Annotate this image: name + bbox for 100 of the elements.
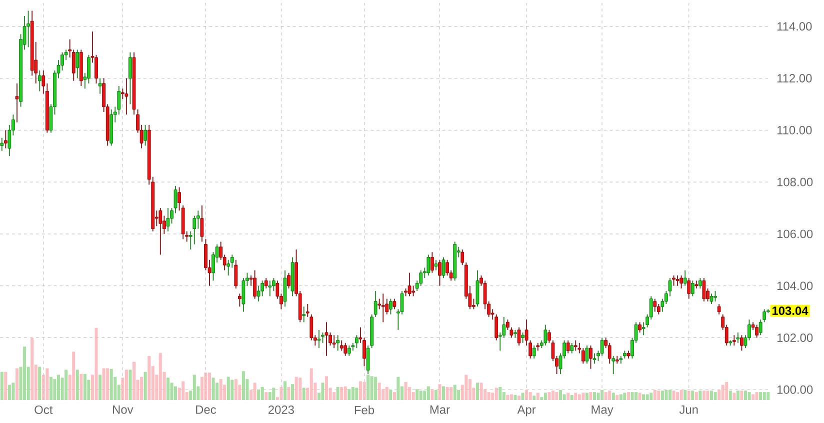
bar (592, 392, 596, 400)
candlestick (268, 280, 272, 297)
bar (291, 384, 294, 400)
bar (4, 372, 8, 400)
candlestick (585, 345, 589, 364)
bar (442, 386, 446, 400)
bar (15, 368, 18, 400)
bar (8, 384, 11, 400)
y-tick-label: 112.00 (777, 74, 812, 82)
candlestick (253, 270, 256, 300)
candlestick (592, 352, 596, 364)
bar (574, 392, 578, 400)
bar (578, 394, 581, 400)
candlestick (517, 326, 521, 346)
candlestick (653, 298, 657, 312)
candlestick (714, 290, 717, 302)
bar (732, 392, 736, 400)
bar (132, 362, 136, 400)
text: 103.04 (772, 306, 808, 315)
bar (110, 368, 113, 400)
bar (664, 390, 668, 400)
bar (49, 376, 52, 400)
candlestick (272, 278, 276, 292)
bar (736, 390, 740, 400)
bar (38, 366, 42, 400)
bar (46, 368, 49, 400)
candlestick (412, 285, 415, 297)
bar (498, 387, 502, 400)
candlestick (740, 334, 744, 352)
x-tick-label: Oct (34, 406, 53, 414)
bar (208, 372, 211, 400)
candlestick (521, 332, 524, 344)
bar (283, 381, 286, 400)
bar (419, 390, 422, 400)
bar (638, 392, 642, 400)
bar (464, 374, 468, 400)
bar (298, 378, 302, 400)
x-tick-label: Feb (354, 406, 374, 414)
candlestick (690, 280, 694, 297)
bar (589, 392, 592, 400)
bar (755, 392, 758, 400)
bar (272, 388, 276, 400)
candlestick (0, 137, 4, 152)
bar (396, 376, 400, 400)
candlestick (166, 207, 170, 232)
x-tick-label: Jun (679, 406, 698, 414)
candlestick (676, 274, 680, 286)
bar (404, 382, 408, 400)
candlestick (4, 130, 8, 149)
bar (668, 390, 672, 400)
y-tick-label: 102.00 (777, 333, 813, 342)
bar (430, 389, 434, 400)
bar (619, 394, 622, 400)
bar (23, 346, 26, 400)
bar (340, 387, 344, 400)
bar (358, 381, 362, 400)
bar (494, 388, 498, 400)
candlestick (26, 10, 30, 48)
candlestick (302, 306, 306, 323)
candlestick (144, 124, 148, 146)
bar (555, 392, 558, 400)
bar (585, 392, 588, 400)
bar (548, 392, 551, 400)
bar (174, 386, 178, 400)
bar (608, 390, 612, 400)
candlestick (158, 207, 162, 256)
bar (234, 379, 238, 400)
bar (370, 376, 374, 400)
bar (392, 392, 396, 400)
candlestick (710, 293, 714, 304)
bar (702, 390, 706, 400)
bar (691, 390, 694, 400)
bar (94, 328, 98, 400)
bar (687, 390, 690, 400)
candlestick (128, 52, 132, 105)
bar (536, 392, 540, 400)
bar (676, 392, 680, 400)
candlestick (347, 345, 351, 356)
candlestick (98, 78, 102, 94)
bar (653, 390, 656, 400)
bar (634, 392, 638, 400)
bar (321, 382, 324, 400)
candlestick (283, 270, 287, 308)
bar (684, 390, 687, 400)
bar (56, 374, 60, 400)
candlestick (76, 49, 80, 79)
candlestick (589, 345, 592, 370)
bar (362, 382, 366, 400)
bar (487, 392, 490, 400)
candlestick (438, 259, 442, 286)
bar (253, 382, 256, 400)
bar (551, 390, 554, 400)
candlestick (15, 82, 19, 123)
x-tick-label: May (592, 406, 614, 416)
bar (389, 390, 392, 400)
y-tick-label: 106.00 (777, 230, 813, 238)
bar (740, 390, 744, 400)
bar (226, 376, 230, 400)
candlestick (687, 278, 691, 300)
bar (510, 394, 513, 400)
